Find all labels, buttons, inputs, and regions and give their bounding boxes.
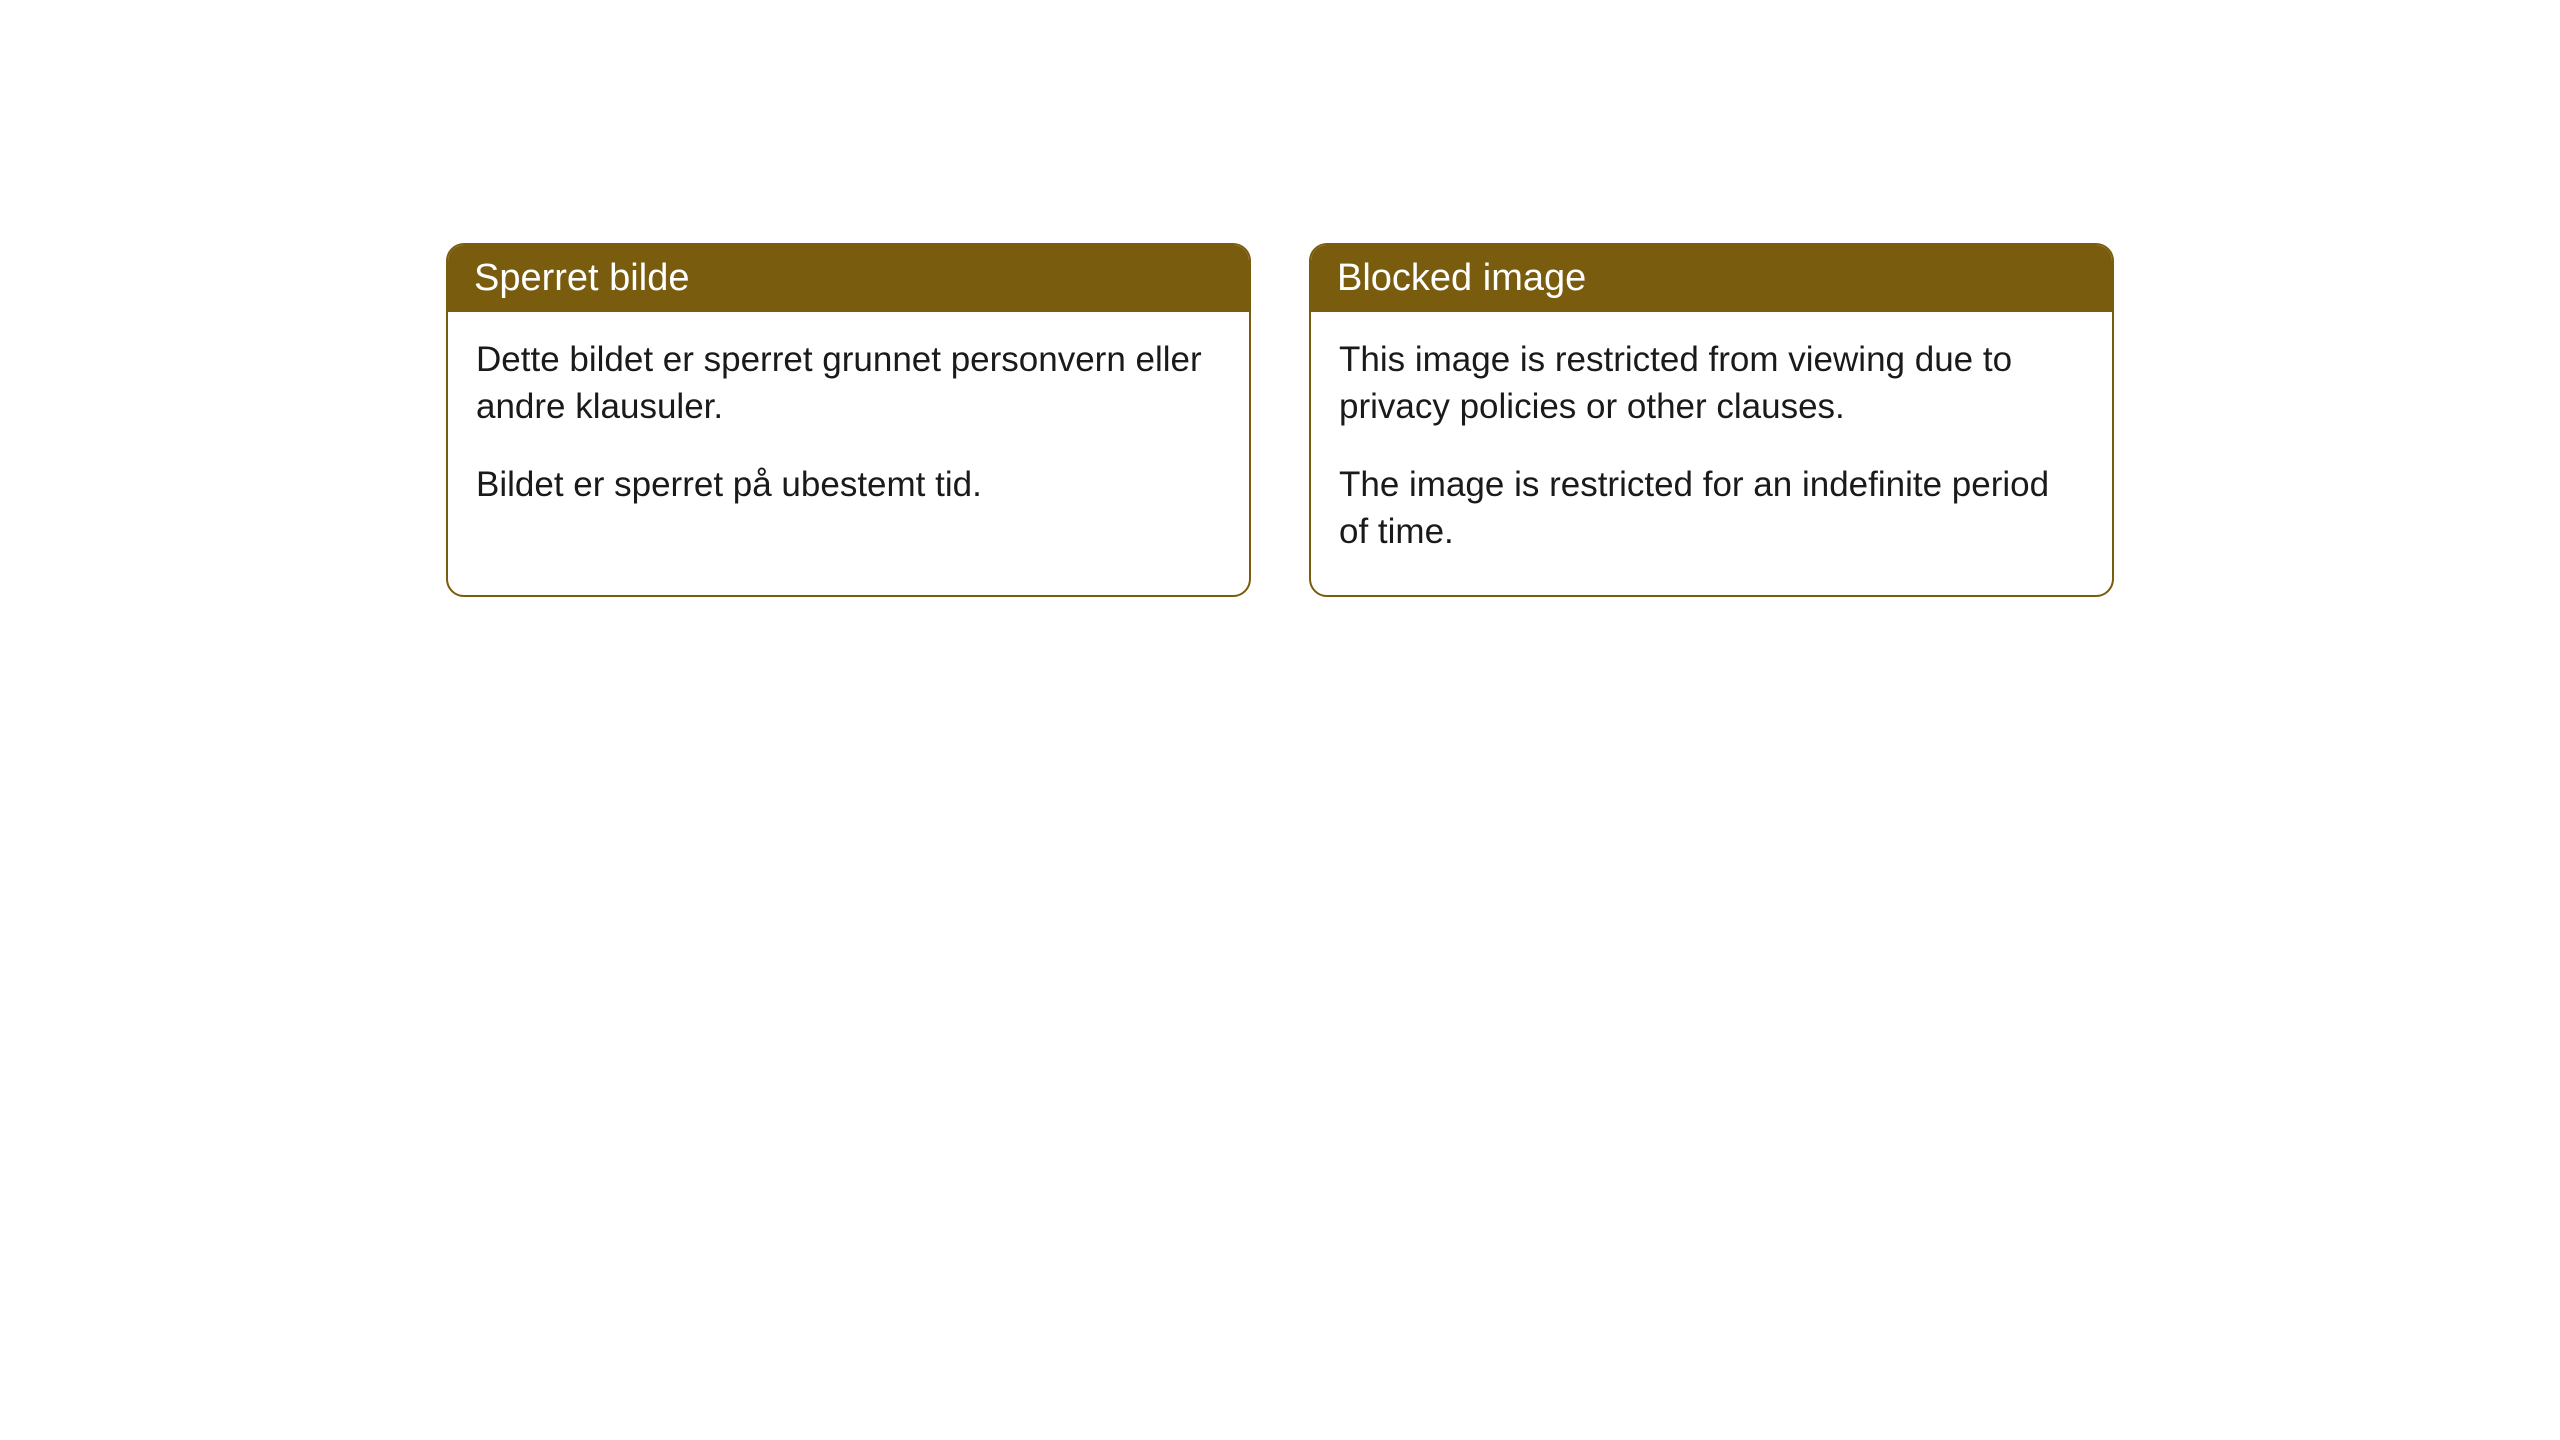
card-paragraph: This image is restricted from viewing du… xyxy=(1339,336,2084,431)
card-title: Sperret bilde xyxy=(474,257,689,299)
card-header: Sperret bilde xyxy=(448,245,1249,312)
card-body: This image is restricted from viewing du… xyxy=(1311,312,2112,595)
notice-card-english: Blocked image This image is restricted f… xyxy=(1309,243,2114,597)
card-body: Dette bildet er sperret grunnet personve… xyxy=(448,312,1249,548)
card-title: Blocked image xyxy=(1337,257,1586,299)
card-paragraph: The image is restricted for an indefinit… xyxy=(1339,461,2084,556)
card-paragraph: Bildet er sperret på ubestemt tid. xyxy=(476,461,1221,508)
card-header: Blocked image xyxy=(1311,245,2112,312)
cards-container: Sperret bilde Dette bildet er sperret gr… xyxy=(446,243,2560,597)
card-paragraph: Dette bildet er sperret grunnet personve… xyxy=(476,336,1221,431)
notice-card-norwegian: Sperret bilde Dette bildet er sperret gr… xyxy=(446,243,1251,597)
